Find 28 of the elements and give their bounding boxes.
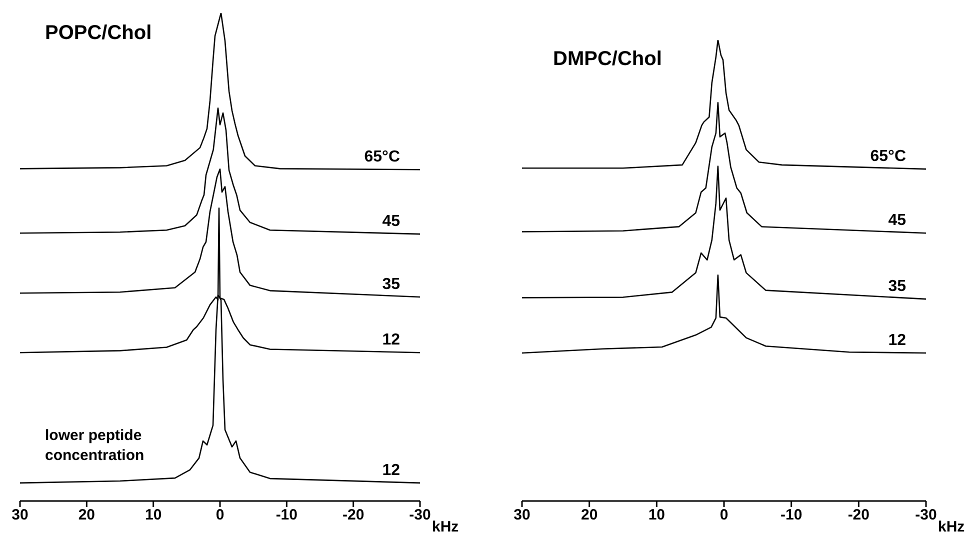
x-tick-label: 20 (78, 506, 96, 524)
x-tick-label: 30 (514, 506, 530, 524)
x-tick-label: 0 (720, 506, 728, 524)
x-tick-label: -20 (342, 506, 364, 524)
x-tick-label: -20 (848, 506, 870, 524)
x-tick-label: 0 (216, 506, 224, 524)
series-label: 35 (888, 278, 906, 296)
series-label: 12 (888, 332, 906, 350)
x-tick-label: -30 (409, 506, 431, 524)
series-label: 12 (382, 462, 400, 479)
x-axis-title: kHz (938, 518, 965, 533)
x-tick-label: -30 (915, 506, 937, 524)
series-label: 35 (382, 276, 400, 294)
x-tick-label: 30 (12, 506, 28, 524)
x-axis-title: kHz (432, 518, 459, 533)
x-tick-label: 20 (580, 506, 598, 524)
series-label: 65°C (870, 148, 906, 166)
x-tick-label: -10 (780, 506, 802, 524)
chart-title: DMPC/Chol (553, 48, 662, 71)
series-label: 12 (382, 332, 400, 349)
x-tick-label: -10 (276, 506, 298, 524)
series-label: 45 (382, 213, 400, 230)
series-label: 65°C (364, 148, 400, 166)
annotation: lower peptide concentration (45, 426, 146, 466)
x-tick-label: 10 (648, 506, 666, 524)
series-label: 45 (888, 212, 906, 230)
chart-title: POPC/Chol (45, 22, 152, 45)
x-tick-label: 10 (144, 506, 162, 524)
